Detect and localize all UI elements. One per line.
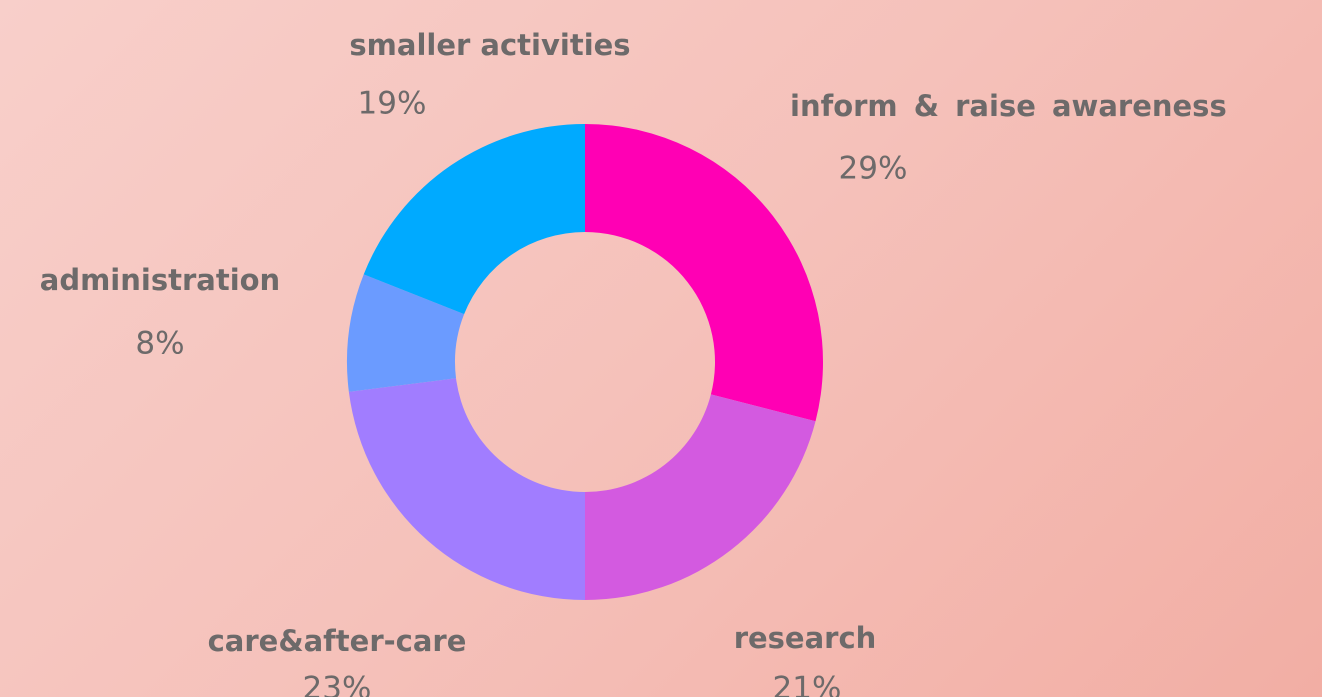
donut-slice — [348, 378, 585, 600]
slice-label: care&after-care — [208, 624, 467, 658]
donut-slice — [585, 394, 816, 600]
slice-label: inform & raise awareness — [790, 89, 1227, 123]
slice-value-label: 8% — [135, 326, 184, 362]
slice-value-label: 19% — [358, 86, 427, 122]
donut-slice — [585, 124, 823, 422]
slice-value-label: 21% — [773, 671, 842, 697]
donut-slice — [363, 124, 585, 315]
slice-value-label: 23% — [303, 671, 372, 697]
slice-label: smaller activities — [349, 28, 630, 62]
slice-value-label: 29% — [839, 151, 908, 187]
donut-slice — [347, 274, 465, 392]
slice-label: administration — [40, 263, 280, 297]
slice-label: research — [734, 621, 877, 655]
